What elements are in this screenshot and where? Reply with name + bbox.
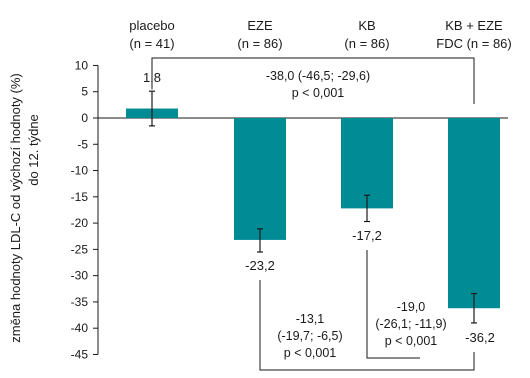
category-n-label: FDC (n = 86) — [436, 36, 512, 51]
axes: 10 5 0 -5 -10 -15 -20 -25 -30 -35 -40 -45 — [71, 58, 508, 361]
y-tick-label: 0 — [81, 111, 88, 125]
y-tick-label: -30 — [71, 269, 89, 283]
y-tick-label: 5 — [81, 85, 88, 99]
comparison-p-label: p < 0,001 — [385, 334, 438, 348]
error-bars — [149, 90, 477, 324]
comparison-p-label: p < 0,001 — [284, 346, 337, 360]
comparison-label: -19,0 — [397, 300, 426, 314]
comparison-p-label: p < 0,001 — [292, 86, 345, 100]
category-label: KB + EZE — [445, 18, 503, 33]
bracket-kb-vs-combo — [366, 250, 420, 359]
category-label: KB — [358, 18, 375, 33]
category-label: EZE — [247, 18, 273, 33]
y-tick-label: -25 — [71, 242, 89, 256]
y-tick-label: -10 — [71, 164, 89, 178]
y-tick-label: -35 — [71, 295, 89, 309]
comparison-ci-label: (-19,7; -6,5) — [277, 329, 342, 343]
bracket-eze-vs-combo — [259, 280, 475, 371]
comparison-label: -38,0 (-46,5; -29,6) — [266, 69, 370, 83]
y-axis-title-line1: změna hodnoty LDL-C od výchozí hodnoty (… — [8, 73, 23, 343]
y-axis-label: změna hodnoty LDL-C od výchozí hodnoty (… — [8, 73, 41, 343]
category-n-label: (n = 41) — [129, 36, 174, 51]
category-n-label: (n = 86) — [237, 36, 282, 51]
bar — [234, 118, 286, 240]
y-tick-label: -5 — [77, 137, 88, 151]
bracket-placebo-vs-combo — [151, 57, 475, 104]
comparison-ci-label: (-26,1; -11,9) — [375, 317, 446, 331]
bar — [341, 118, 393, 209]
y-tick-label: -20 — [71, 216, 89, 230]
y-tick-label: -45 — [71, 347, 89, 361]
value-label: -36,2 — [465, 330, 495, 345]
value-label: -17,2 — [352, 228, 382, 243]
labels: placebo (n = 41) EZE (n = 86) KB (n = 86) KB +… — [129, 18, 512, 345]
y-tick-label: -15 — [71, 190, 89, 204]
y-tick-label: 10 — [75, 58, 89, 72]
bars — [126, 108, 500, 309]
value-label: -23,2 — [245, 258, 275, 273]
bar — [448, 118, 500, 309]
y-axis-title-line2: do 12. týdne — [26, 114, 41, 186]
comparison-brackets: -38,0 (-46,5; -29,6) p < 0,001 -13,1 (-19,7… — [151, 57, 475, 371]
category-n-label: (n = 86) — [344, 36, 389, 51]
category-label: placebo — [129, 18, 175, 33]
comparison-label: -13,1 — [296, 312, 325, 326]
y-tick-label: -40 — [71, 321, 89, 335]
